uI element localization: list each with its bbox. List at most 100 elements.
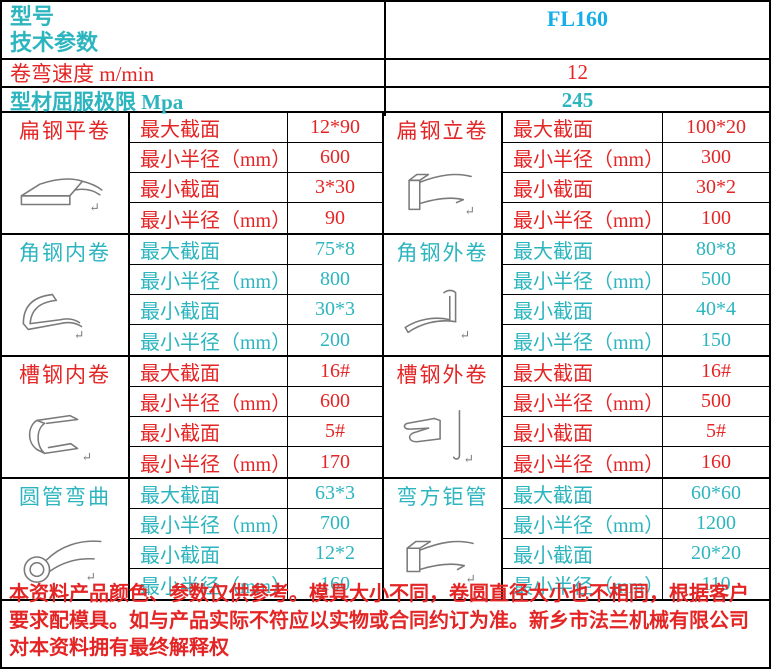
band-flat-steel: 扁钢平卷 ↵ 最大截面 12*90 扁钢立卷 <box>2 113 769 235</box>
row-label: 最小半径（mm） <box>130 447 291 477</box>
square-tube-bend-icon: ↵ <box>384 513 501 599</box>
row-value: 100*20 <box>663 113 769 143</box>
flat-steel-edge-roll-icon: ↵ <box>384 147 501 233</box>
section-round-pipe: 圆管弯曲 ↵ <box>2 479 130 599</box>
row-value: 12*2 <box>288 539 384 569</box>
row-label: 最大截面 <box>130 113 288 143</box>
angle-steel-outward-roll-icon: ↵ <box>384 269 501 355</box>
svg-text:↵: ↵ <box>463 452 474 465</box>
section-channel-outer: 槽钢外卷 ↵ <box>384 357 503 477</box>
row-value: 5# <box>663 417 769 447</box>
row-label: 最小半径（mm） <box>130 509 291 539</box>
svg-text:↵: ↵ <box>85 570 96 584</box>
row-label: 最小半径（mm） <box>503 509 664 539</box>
row-label: 最小半径（mm） <box>503 569 664 599</box>
yield-limit-label: 型材屈服极限 Mpa <box>2 88 386 116</box>
section-title: 槽钢外卷 <box>396 363 489 387</box>
row-label: 最大截面 <box>503 357 663 387</box>
model-label: 型号 <box>10 4 55 29</box>
row-value: 100 <box>701 206 731 229</box>
row-value: 40*4 <box>663 295 769 325</box>
row-value: 16# <box>663 357 769 387</box>
row-label: 最小截面 <box>503 173 663 203</box>
row-value: 150 <box>701 328 731 351</box>
row-label: 最大截面 <box>130 235 288 265</box>
row-value: 700 <box>288 509 384 539</box>
row-value: 30*2 <box>663 173 769 203</box>
row-value: 75*8 <box>288 235 384 265</box>
section-title: 角钢外卷 <box>396 241 489 265</box>
row-label: 最小半径（mm） <box>503 325 664 355</box>
spec-grid: 扁钢平卷 ↵ 最大截面 12*90 扁钢立卷 <box>2 113 769 601</box>
row-label: 最小截面 <box>130 173 288 203</box>
svg-text:↵: ↵ <box>89 200 100 214</box>
row-value: 80*8 <box>663 235 769 265</box>
channel-steel-inward-roll-icon: ↵ <box>2 391 128 477</box>
row-value: 30*3 <box>288 295 384 325</box>
row-value: 800 <box>288 265 384 295</box>
row-label: 最小半径（mm） <box>130 569 291 599</box>
row-label: 最大截面 <box>130 357 288 387</box>
row-value: 110 <box>701 572 731 595</box>
row-value: 600 <box>288 387 384 417</box>
band-angle-steel: 角钢内卷 ↵ 最大截面 75*8 角钢外卷 <box>2 235 769 357</box>
row-value: 5# <box>288 417 384 447</box>
header-row-speed: 卷弯速度 m/min 12 <box>2 60 769 88</box>
section-flat-flat: 扁钢平卷 ↵ <box>2 113 130 233</box>
svg-text:↵: ↵ <box>464 204 475 218</box>
row-value: 500 <box>663 265 769 295</box>
row-value: 90 <box>288 203 384 233</box>
section-title: 扁钢立卷 <box>396 119 489 143</box>
roll-speed-label: 卷弯速度 m/min <box>2 60 386 88</box>
row-value: 1200 <box>663 509 769 539</box>
section-title: 圆管弯曲 <box>19 485 111 509</box>
row-label: 最小截面 <box>503 295 663 325</box>
section-title: 扁钢平卷 <box>19 119 111 143</box>
svg-text:↵: ↵ <box>74 328 85 342</box>
row-label: 最大截面 <box>503 113 663 143</box>
channel-steel-outward-roll-icon: ↵ <box>384 391 501 477</box>
section-title: 弯方钜管 <box>396 485 489 509</box>
header-row-yield: 型材屈服极限 Mpa 245 <box>2 88 769 116</box>
row-value: 12*90 <box>288 113 384 143</box>
band-channel-steel: 槽钢内卷 ↵ 最大截面 16# 槽钢外卷 <box>2 357 769 479</box>
yield-limit-value: 245 <box>561 88 594 112</box>
model-params-label: 型号 技术参数 <box>2 2 386 58</box>
row-label: 最小半径（mm） <box>503 387 664 417</box>
svg-text:↵: ↵ <box>81 450 92 464</box>
row-label: 最大截面 <box>503 235 663 265</box>
svg-text:↵: ↵ <box>465 572 476 586</box>
band-pipe-tube: 圆管弯曲 ↵ 最大截面 63*3 弯方钜管 <box>2 479 769 601</box>
tech-params-label: 技术参数 <box>10 30 99 55</box>
row-label: 最小半径（mm） <box>503 265 664 295</box>
roll-speed-value: 12 <box>567 60 588 84</box>
section-channel-inner: 槽钢内卷 ↵ <box>2 357 130 477</box>
row-label: 最小半径（mm） <box>130 203 291 233</box>
row-label: 最小半径（mm） <box>130 143 291 173</box>
row-value: 500 <box>663 387 769 417</box>
row-value: 160 <box>288 569 384 599</box>
header-row-model: 型号 技术参数 FL160 <box>2 2 769 60</box>
section-angle-outer: 角钢外卷 ↵ <box>384 235 503 355</box>
round-pipe-bend-icon: ↵ <box>2 513 128 599</box>
section-square-tube: 弯方钜管 ↵ <box>384 479 503 599</box>
row-value: 160 <box>701 450 731 473</box>
section-angle-inner: 角钢内卷 ↵ <box>2 235 130 355</box>
disclaimer-text: 本资料产品颜色、参数仅供参考。模具大小不同，卷圆直径大小也不相同，根据客户要求配… <box>9 583 749 659</box>
row-label: 最小半径（mm） <box>130 387 291 417</box>
row-value: 20*20 <box>663 539 769 569</box>
row-label: 最大截面 <box>503 479 663 509</box>
row-value: 170 <box>288 447 384 477</box>
row-label: 最小半径（mm） <box>503 203 664 233</box>
row-label: 最小截面 <box>503 539 663 569</box>
row-value: 60*60 <box>663 479 769 509</box>
row-value: 200 <box>288 325 384 355</box>
row-value: 600 <box>288 143 384 173</box>
section-title: 槽钢内卷 <box>19 363 111 387</box>
row-label: 最小半径（mm） <box>130 265 291 295</box>
svg-text:↵: ↵ <box>459 328 470 342</box>
section-flat-edge: 扁钢立卷 ↵ <box>384 113 503 233</box>
flat-steel-flat-roll-icon: ↵ <box>2 147 128 233</box>
row-label: 最小截面 <box>503 417 663 447</box>
